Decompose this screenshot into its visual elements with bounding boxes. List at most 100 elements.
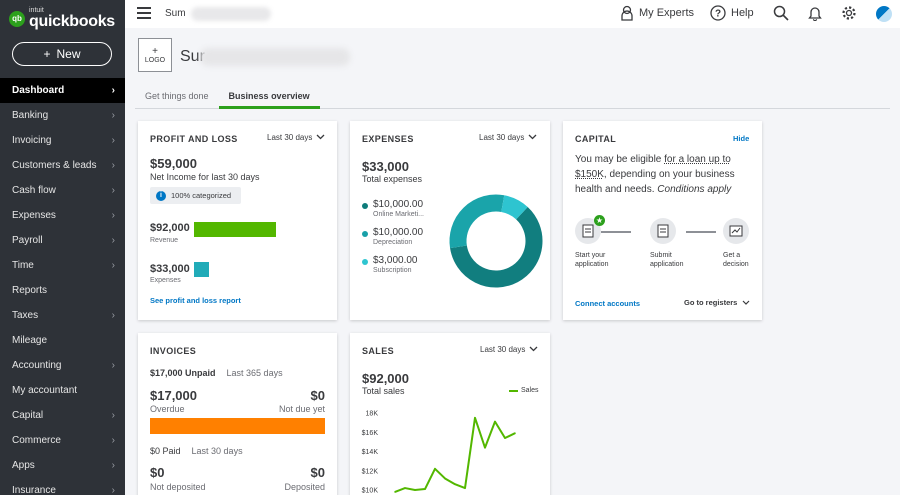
avatar[interactable] bbox=[876, 6, 892, 22]
donut-slice[interactable] bbox=[450, 206, 543, 288]
period-dropdown[interactable]: Last 30 days bbox=[480, 345, 538, 354]
sales-data-point[interactable] bbox=[444, 477, 446, 480]
connect-accounts-link[interactable]: Connect accounts bbox=[575, 299, 641, 308]
sidebar-item-commerce[interactable]: Commerce › bbox=[0, 428, 125, 453]
sales-data-point[interactable] bbox=[504, 437, 506, 439]
paid-row: $0 Paid Last 30 days bbox=[150, 446, 243, 456]
unpaid-amount: $17,000 Unpaid bbox=[150, 368, 216, 378]
overdue-bar[interactable] bbox=[150, 418, 325, 434]
sidebar-item-time[interactable]: Time › bbox=[0, 253, 125, 278]
tab-business-overview[interactable]: Business overview bbox=[218, 88, 320, 109]
sidebar-item-mileage[interactable]: Mileage bbox=[0, 328, 125, 353]
donut-slice[interactable] bbox=[500, 195, 528, 220]
sidebar-item-label: Capital bbox=[12, 410, 44, 421]
logo-label: LOGO bbox=[144, 56, 166, 64]
sales-data-point[interactable] bbox=[454, 483, 456, 486]
dashboard-tabs: Get things done Business overview bbox=[135, 88, 890, 109]
sidebar-item-insurance[interactable]: Insurance › bbox=[0, 478, 125, 495]
sales-series-line[interactable] bbox=[394, 416, 516, 493]
notifications-button[interactable] bbox=[808, 5, 822, 21]
period-dropdown[interactable]: Last 30 days bbox=[267, 133, 325, 142]
sidebar-item-cash-flow[interactable]: Cash flow › bbox=[0, 178, 125, 203]
chevron-down-icon bbox=[529, 345, 538, 354]
sales-data-point[interactable] bbox=[514, 432, 516, 435]
sales-data-point[interactable] bbox=[394, 491, 396, 493]
my-experts-label: My Experts bbox=[639, 7, 695, 19]
sales-data-point[interactable] bbox=[474, 417, 476, 419]
expenses-legend: $10,000.00 Online Marketi... $10,000.00 Dep… bbox=[362, 199, 442, 283]
hide-link[interactable]: Hide bbox=[733, 134, 750, 143]
expense-item[interactable]: $3,000.00 Subscription bbox=[362, 255, 442, 283]
capital-message: You may be eligible for a loan up to $15… bbox=[575, 152, 755, 197]
expense-value: $10,000.00 bbox=[373, 199, 424, 210]
period-dropdown[interactable]: Last 30 days bbox=[479, 133, 537, 142]
deposited-value: $0 bbox=[310, 465, 325, 480]
expense-item[interactable]: $10,000.00 Online Marketi... bbox=[362, 199, 442, 227]
conditions-link[interactable]: Conditions apply bbox=[657, 184, 732, 195]
sales-data-point[interactable] bbox=[434, 468, 436, 470]
sidebar-item-expenses[interactable]: Expenses › bbox=[0, 203, 125, 228]
sidebar-item-label: Invoicing bbox=[12, 135, 52, 146]
info-icon: i bbox=[156, 190, 166, 201]
sidebar-item-customers-leads[interactable]: Customers & leads › bbox=[0, 153, 125, 178]
profit-loss-report-link[interactable]: See profit and loss report bbox=[150, 296, 241, 305]
help-icon: ? bbox=[710, 5, 726, 21]
not-due-label: Not due yet bbox=[278, 404, 325, 414]
my-experts-button[interactable]: My Experts bbox=[620, 5, 694, 21]
sidebar-item-my-accountant[interactable]: My accountant bbox=[0, 378, 125, 403]
sales-data-point[interactable] bbox=[414, 489, 416, 491]
sales-data-point[interactable] bbox=[484, 446, 486, 449]
sales-data-point[interactable] bbox=[494, 420, 496, 423]
settings-button[interactable] bbox=[841, 5, 857, 21]
tab-get-things-done[interactable]: Get things done bbox=[145, 91, 209, 101]
new-button[interactable]: + New bbox=[12, 42, 112, 66]
chevron-right-icon: › bbox=[111, 260, 115, 271]
sidebar-item-taxes[interactable]: Taxes › bbox=[0, 303, 125, 328]
chevron-right-icon: › bbox=[111, 185, 115, 196]
sidebar-item-label: Mileage bbox=[12, 335, 48, 346]
chevron-down-icon bbox=[742, 298, 750, 307]
paid-period: Last 30 days bbox=[191, 446, 243, 456]
step-label: Get a decision bbox=[723, 252, 749, 268]
sidebar-item-payroll[interactable]: Payroll › bbox=[0, 228, 125, 253]
menu-icon[interactable] bbox=[137, 7, 151, 19]
redacted-company-name bbox=[191, 7, 271, 21]
svg-text:?: ? bbox=[715, 9, 721, 20]
sidebar-item-dashboard[interactable]: Dashboard › bbox=[0, 78, 125, 103]
sidebar-item-banking[interactable]: Banking › bbox=[0, 103, 125, 128]
capital-text-post: , depending on your business health and … bbox=[575, 169, 735, 195]
brand[interactable]: qb intuit quickbooks bbox=[9, 7, 115, 30]
plus-icon: + bbox=[152, 45, 158, 57]
sales-line-chart[interactable]: 18K $16K $14K $12K $10K bbox=[350, 403, 550, 495]
categorized-badge[interactable]: i 100% categorized bbox=[150, 187, 241, 204]
expenses-donut-chart[interactable] bbox=[448, 193, 544, 289]
sales-data-point[interactable] bbox=[424, 488, 426, 490]
loan-amount-link[interactable]: for a loan up to $150K bbox=[575, 154, 731, 180]
company-name-top: Sum bbox=[165, 8, 186, 19]
y-tick-label: $12K bbox=[362, 468, 379, 475]
expense-item[interactable]: $10,000.00 Depreciation bbox=[362, 227, 442, 255]
period-label: Last 30 days bbox=[267, 133, 313, 142]
chevron-right-icon: › bbox=[111, 110, 115, 121]
sidebar-item-reports[interactable]: Reports bbox=[0, 278, 125, 303]
search-button[interactable] bbox=[773, 5, 789, 21]
sidebar-item-capital[interactable]: Capital › bbox=[0, 403, 125, 428]
chevron-down-icon bbox=[528, 133, 537, 142]
sidebar-item-invoicing[interactable]: Invoicing › bbox=[0, 128, 125, 153]
help-button[interactable]: ? Help bbox=[710, 5, 754, 21]
sales-data-point[interactable] bbox=[464, 487, 466, 489]
expense-value: $3,000.00 bbox=[373, 255, 418, 266]
go-to-registers-dropdown[interactable]: Go to registers bbox=[684, 298, 750, 307]
sidebar-item-apps[interactable]: Apps › bbox=[0, 453, 125, 478]
period-label: Last 30 days bbox=[480, 345, 526, 354]
sidebar-item-accounting[interactable]: Accounting › bbox=[0, 353, 125, 378]
expense-label: Online Marketi... bbox=[373, 211, 424, 218]
revenue-bar[interactable] bbox=[194, 222, 276, 237]
expenses-bar[interactable] bbox=[194, 262, 209, 277]
sales-data-point[interactable] bbox=[404, 487, 406, 489]
legend-dot bbox=[362, 231, 368, 237]
star-badge-icon: ★ bbox=[594, 215, 605, 226]
add-logo-button[interactable]: + LOGO bbox=[138, 38, 172, 72]
donut-slice[interactable] bbox=[449, 194, 505, 249]
unpaid-period: Last 365 days bbox=[226, 368, 283, 378]
